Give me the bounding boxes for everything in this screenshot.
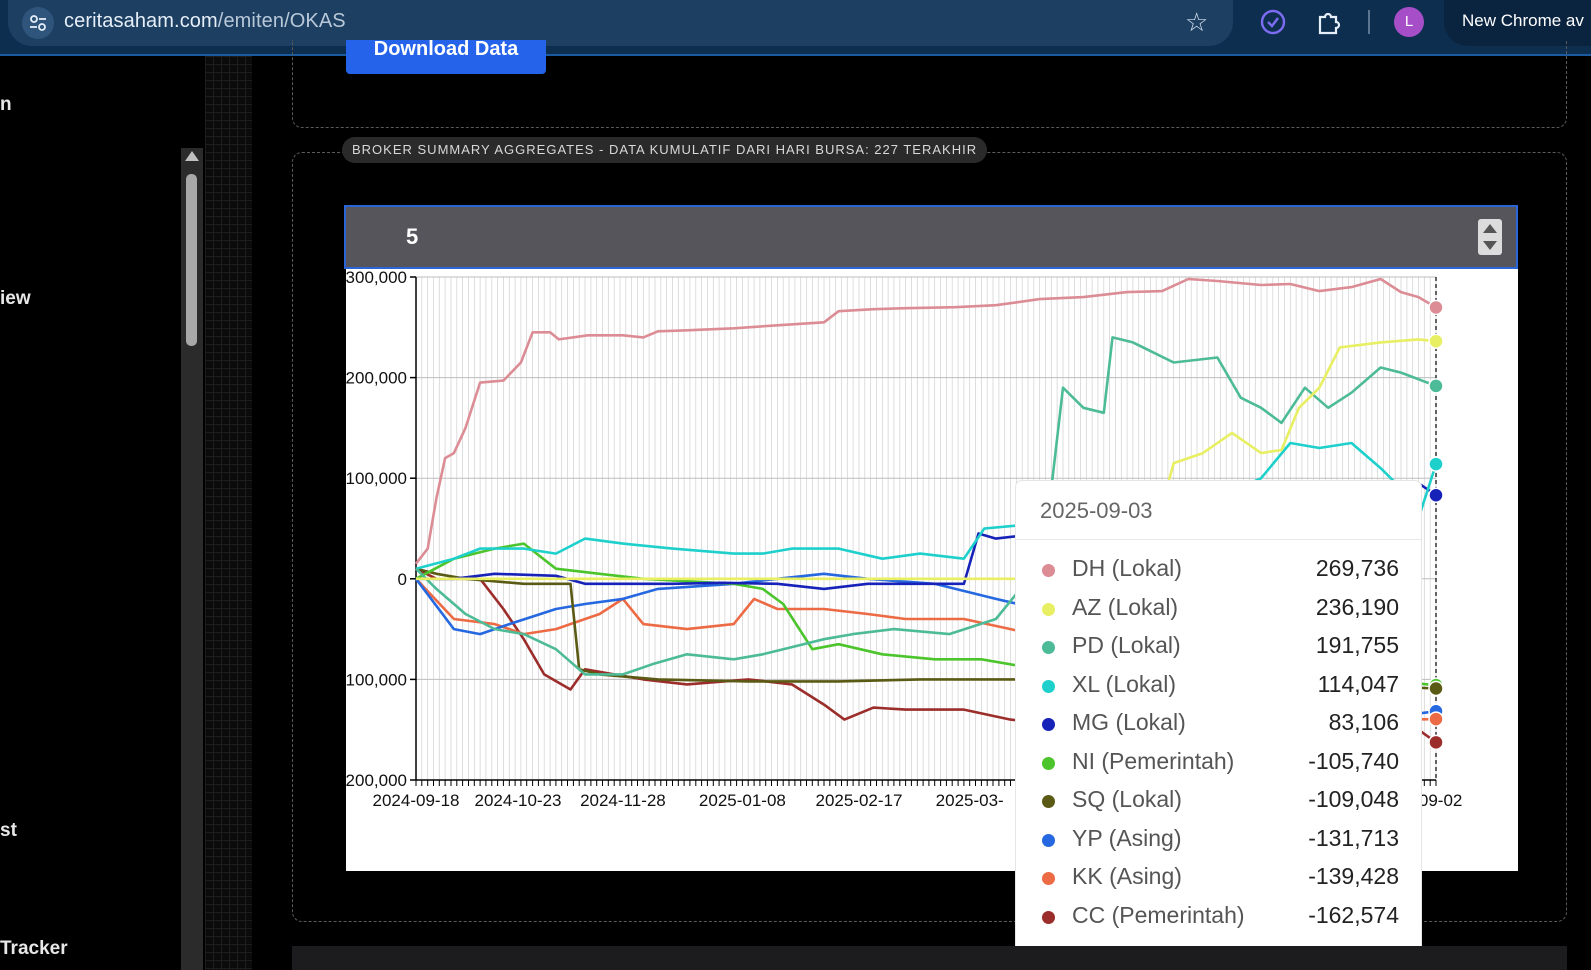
series-line <box>414 277 1437 565</box>
download-panel <box>292 40 1567 128</box>
tooltip-series-name: PD (Lokal) <box>1072 632 1181 658</box>
tooltip-series-value: -162,574 <box>1308 901 1399 928</box>
tooltip-series-value: 83,106 <box>1328 709 1399 735</box>
series-hover-marker <box>1428 333 1444 349</box>
toolbar-divider <box>1368 10 1370 34</box>
url-text[interactable]: ceritasaham.com/emiten/OKAS <box>64 10 346 33</box>
tooltip-series-name: SQ (Lokal) <box>1072 786 1182 812</box>
tooltip-series-value: -139,428 <box>1308 863 1399 889</box>
series-line <box>416 338 1437 581</box>
tooltip-row: YP (Asing) -131,713 <box>1016 820 1421 858</box>
tooltip-row: PD (Lokal) 191,755 <box>1016 627 1421 665</box>
series-color-dot <box>1042 679 1055 693</box>
series-hover-marker <box>1428 734 1444 751</box>
series-hover-marker <box>1428 487 1444 503</box>
profile-avatar[interactable]: L <box>1394 7 1424 37</box>
tooltip-series-name: MG (Lokal) <box>1072 709 1186 735</box>
new-chrome-button[interactable]: New Chrome av <box>1444 0 1591 46</box>
series-color-dot <box>1042 910 1055 924</box>
series-hover-marker <box>1428 456 1444 472</box>
series-color-dot <box>1042 795 1055 808</box>
tooltip-row: CC (Pemerintah) -162,574 <box>1016 897 1421 935</box>
tooltip-divider <box>1016 539 1421 540</box>
top-n-input[interactable]: 5 <box>344 205 1518 269</box>
series-color-dot <box>1042 564 1055 577</box>
x-tick-label: 2025-01-08 <box>699 791 786 810</box>
browser-toolbar: ceritasaham.com/emiten/OKAS ☆ L New Chro… <box>0 0 1591 56</box>
sidebar-item-3[interactable]: Tracker <box>0 938 68 959</box>
series-hover-marker <box>1428 680 1444 697</box>
tooltip-series-value: 236,190 <box>1315 593 1399 620</box>
number-spinner[interactable] <box>1478 219 1502 255</box>
download-data-button[interactable]: Download Data <box>346 40 546 74</box>
series-color-dot <box>1042 872 1055 885</box>
x-tick-label: 2024-10-23 <box>475 791 562 810</box>
tooltip-series-value: -109,048 <box>1308 786 1399 812</box>
scroll-up-arrow-icon[interactable] <box>185 151 199 161</box>
spin-down-icon[interactable] <box>1483 241 1497 250</box>
series-color-dot <box>1042 641 1055 654</box>
url-host: ceritasaham.com <box>64 10 218 32</box>
tooltip-series-value: 269,736 <box>1315 555 1399 581</box>
series-color-dot <box>1042 833 1055 847</box>
series-line <box>415 441 1438 570</box>
tooltip-series-name: XL (Lokal) <box>1072 670 1176 697</box>
tooltip-row: XL (Lokal) 114,047 <box>1016 666 1421 704</box>
tooltip-row: SQ (Lokal) -109,048 <box>1016 781 1421 819</box>
tooltip-date: 2025-09-03 <box>1040 498 1153 523</box>
tooltip-series-name: DH (Lokal) <box>1072 555 1182 581</box>
series-line <box>415 336 1437 676</box>
tooltip-row: MG (Lokal) 83,106 <box>1016 704 1421 742</box>
sidebar-scrollbar[interactable] <box>181 148 203 970</box>
y-tick-label: 100,000 <box>346 469 407 488</box>
tooltip-series-value: 114,047 <box>1317 670 1399 697</box>
tooltip-series-name: CC (Pemerintah) <box>1072 901 1245 928</box>
tooltip-series-value: -105,740 <box>1308 747 1399 774</box>
series-color-dot <box>1042 756 1055 770</box>
series-color-dot <box>1042 718 1055 731</box>
chart-tooltip: 2025-09-03 DH (Lokal) 269,736 AZ (Lokal) 23… <box>1016 481 1421 954</box>
series-hover-marker <box>1428 711 1444 727</box>
bookmark-star-icon[interactable]: ☆ <box>1185 7 1209 37</box>
next-panel <box>292 946 1567 970</box>
y-tick-label: -200,000 <box>346 771 407 790</box>
tooltip-row: KK (Asing) -139,428 <box>1016 858 1421 896</box>
section-title: BROKER SUMMARY AGGREGATES - DATA KUMULAT… <box>342 137 988 163</box>
x-tick-label: 2024-11-28 <box>580 791 666 810</box>
address-bar[interactable]: ceritasaham.com/emiten/OKAS ☆ <box>8 0 1233 46</box>
tooltip-row: DH (Lokal) 269,736 <box>1016 550 1421 588</box>
tooltip-series-name: NI (Pemerintah) <box>1072 747 1235 774</box>
x-tick-label: 2025-03- <box>936 791 1004 810</box>
scrollbar-thumb[interactable] <box>186 174 197 346</box>
tooltip-series-value: 191,755 <box>1315 632 1399 658</box>
tooltip-series-name: YP (Asing) <box>1072 824 1182 851</box>
tooltip-series-name: AZ (Lokal) <box>1072 593 1179 620</box>
y-tick-label: 0 <box>398 570 407 589</box>
sidebar-item-0[interactable]: n <box>0 94 12 115</box>
series-hover-marker <box>1428 299 1444 316</box>
tooltip-series-value: -131,713 <box>1308 824 1399 851</box>
site-settings-icon[interactable] <box>22 7 54 39</box>
url-path: /emiten/OKAS <box>217 10 346 32</box>
x-tick-label: 2024-09-18 <box>373 791 460 810</box>
spin-up-icon[interactable] <box>1483 224 1497 233</box>
tooltip-series-name: KK (Asing) <box>1072 863 1182 889</box>
series-hover-marker <box>1428 378 1444 394</box>
extension-check-icon[interactable] <box>1260 9 1286 35</box>
x-tick-label: 2025-02-17 <box>815 791 902 810</box>
y-tick-label: 300,000 <box>346 269 407 287</box>
sidebar-item-2[interactable]: st <box>0 820 17 841</box>
sidebar-item-1[interactable]: iew <box>0 288 31 309</box>
series-color-dot <box>1042 602 1055 616</box>
tooltip-row: AZ (Lokal) 236,190 <box>1016 589 1421 627</box>
y-tick-label: -100,000 <box>346 670 407 689</box>
tooltip-row: NI (Pemerintah) -105,740 <box>1016 743 1421 781</box>
extensions-puzzle-icon[interactable] <box>1315 8 1343 36</box>
y-tick-label: 200,000 <box>346 369 407 388</box>
background-grid <box>205 56 252 970</box>
